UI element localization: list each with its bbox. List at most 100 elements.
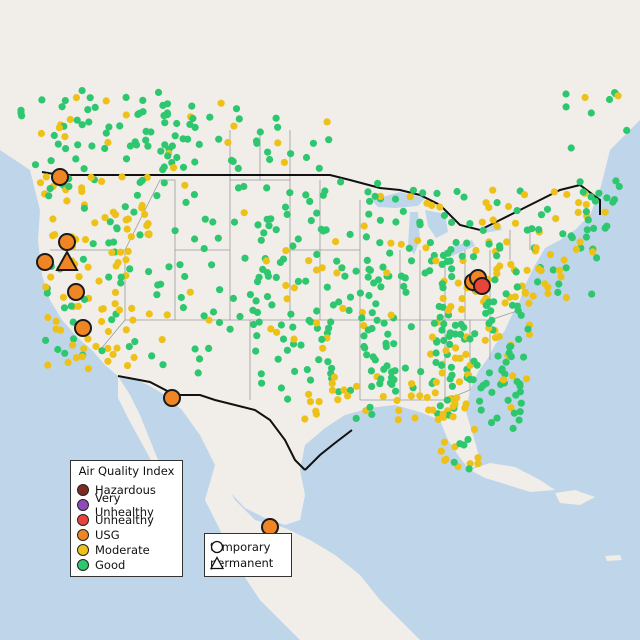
station-marker <box>352 267 360 275</box>
station-marker <box>122 155 131 163</box>
station-marker <box>361 344 369 352</box>
station-marker <box>307 318 315 326</box>
station-marker <box>282 247 290 255</box>
station-marker <box>257 370 265 378</box>
station-marker <box>263 184 271 192</box>
station-marker <box>52 325 60 333</box>
station-marker <box>380 319 388 327</box>
station-marker <box>409 186 417 194</box>
station-marker <box>380 365 388 373</box>
station-marker <box>503 238 511 246</box>
station-marker <box>70 335 78 343</box>
station-marker <box>153 291 161 299</box>
station-marker <box>402 288 410 296</box>
aqi-legend-label: Unhealthy <box>95 513 154 527</box>
station-marker <box>537 211 546 219</box>
station-marker <box>37 129 46 138</box>
station-marker <box>366 403 374 411</box>
station-marker <box>191 345 199 353</box>
aqi-legend-item-moderate: Moderate <box>77 543 150 557</box>
station-marker <box>78 87 86 95</box>
station-marker <box>587 193 595 201</box>
station-marker <box>226 325 234 333</box>
station-marker <box>313 319 321 327</box>
station-marker <box>587 109 595 117</box>
station-marker <box>589 248 597 256</box>
station-marker <box>479 226 487 234</box>
station-marker <box>279 335 288 343</box>
station-marker <box>161 141 169 149</box>
station-marker <box>340 386 348 394</box>
station-marker <box>443 257 451 266</box>
monitor-type-legend: temporary permanent <box>204 533 292 577</box>
station-marker <box>157 147 165 155</box>
station-marker <box>432 378 440 386</box>
station-marker <box>432 257 440 265</box>
station-marker <box>272 226 280 234</box>
station-marker <box>128 304 136 312</box>
station-marker <box>262 257 270 265</box>
station-marker <box>181 272 189 281</box>
station-marker <box>584 216 592 224</box>
station-marker <box>469 376 477 384</box>
station-marker <box>318 264 326 272</box>
station-marker <box>368 309 376 317</box>
station-marker <box>283 295 291 303</box>
station-marker <box>337 178 345 186</box>
station-marker <box>315 356 323 364</box>
station-marker <box>487 419 496 427</box>
aqi-legend-label: Moderate <box>95 543 150 557</box>
station-marker <box>362 233 370 241</box>
station-marker <box>325 136 333 144</box>
station-marker <box>181 181 189 189</box>
station-marker <box>205 344 213 352</box>
station-marker <box>515 416 523 424</box>
station-marker <box>366 197 374 205</box>
station-marker <box>482 309 490 317</box>
station-marker <box>160 163 168 171</box>
station-marker <box>360 322 368 330</box>
station-marker <box>160 179 168 187</box>
station-marker <box>511 219 520 227</box>
station-marker <box>86 94 94 102</box>
station-marker <box>382 343 390 351</box>
station-marker <box>42 283 50 291</box>
station-marker <box>466 220 474 228</box>
station-marker <box>455 378 464 386</box>
station-marker <box>139 108 147 116</box>
station-marker <box>179 163 188 171</box>
station-marker <box>241 254 249 262</box>
station-marker <box>302 153 311 162</box>
station-marker <box>426 239 434 247</box>
station-marker <box>153 192 161 200</box>
station-marker <box>282 281 290 290</box>
station-marker <box>305 257 313 265</box>
station-marker <box>102 97 110 105</box>
station-marker <box>272 114 280 122</box>
station-marker <box>448 382 456 390</box>
station-marker <box>595 189 603 197</box>
station-marker <box>576 238 584 246</box>
station-marker <box>473 361 481 369</box>
station-marker <box>544 289 552 297</box>
station-marker <box>448 371 456 379</box>
station-marker <box>108 316 116 324</box>
station-marker <box>144 230 152 238</box>
station-marker <box>485 319 493 327</box>
station-marker <box>488 388 496 396</box>
station-marker <box>47 157 55 165</box>
station-marker <box>365 265 373 273</box>
station-marker <box>289 323 297 331</box>
station-marker <box>377 283 385 291</box>
station-marker <box>406 193 414 201</box>
station-marker <box>520 353 528 361</box>
station-marker <box>450 458 458 466</box>
station-marker <box>312 266 321 274</box>
station-marker <box>444 306 452 315</box>
station-marker <box>574 208 582 216</box>
station-marker <box>397 272 405 280</box>
station-marker <box>333 269 341 277</box>
station-marker <box>516 382 524 390</box>
station-marker <box>456 330 465 338</box>
station-marker <box>171 132 179 140</box>
